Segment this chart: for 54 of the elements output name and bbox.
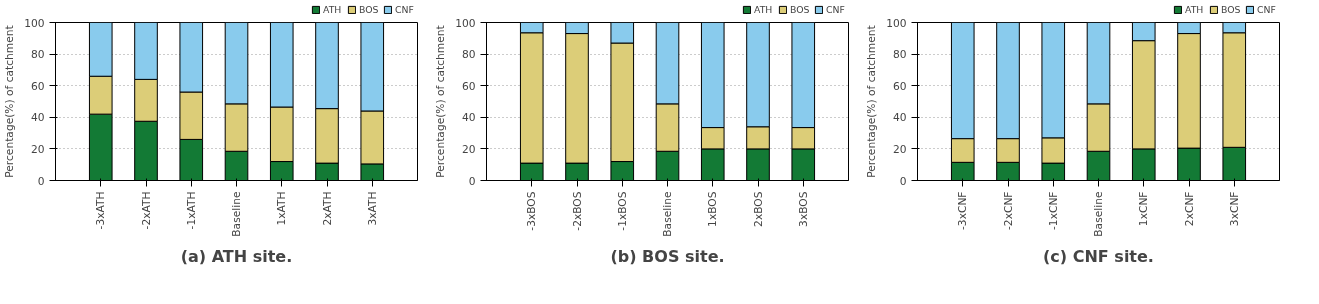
x-tick-label: Baseline: [230, 191, 243, 237]
y-tick-label: 0: [899, 174, 907, 188]
legend-label: ATH: [1185, 4, 1205, 15]
x-tick-label: 1xCNF: [1137, 191, 1151, 227]
x-tick-label: -3xATH: [94, 191, 108, 230]
x-tick-label: Baseline: [661, 191, 674, 237]
legend-label: BOS: [359, 4, 379, 15]
x-tick-label: -3xCNF: [956, 191, 970, 230]
text: (c) CNF site.: [1043, 246, 1154, 266]
x-tick-label: 3xATH: [365, 191, 379, 226]
x-tick-label: -1xCNF: [1046, 191, 1060, 230]
y-tick-label: 60: [461, 79, 476, 93]
y-tick-label: 80: [30, 48, 45, 62]
x-tick-label: 3xCNF: [1227, 191, 1241, 227]
x-tick-label: Baseline: [1092, 191, 1105, 237]
y-tick-label: 100: [24, 16, 45, 30]
x-tick-label: 1xBOS: [706, 191, 720, 227]
x-tick-label: 2xATH: [320, 191, 334, 226]
legend-label: CNF: [1257, 4, 1277, 15]
legend-label: BOS: [790, 4, 810, 15]
y-axis-title: Percentage(%) of catchment: [3, 25, 17, 178]
x-tick-label: 2xBOS: [751, 191, 765, 227]
x-tick-label: 2xCNF: [1182, 191, 1196, 227]
y-tick-label: 60: [30, 79, 45, 93]
y-tick-label: 0: [468, 174, 476, 188]
x-tick-label: -1xATH: [184, 191, 198, 230]
y-axis-title: Percentage(%) of catchment: [865, 25, 879, 178]
text: (a) ATH site.: [180, 246, 293, 266]
x-tick-label: -1xBOS: [615, 191, 629, 231]
x-tick-label: 1xATH: [275, 191, 289, 226]
y-tick-label: 100: [886, 16, 907, 30]
legend-label: BOS: [1221, 4, 1241, 15]
y-tick-label: 60: [892, 79, 907, 93]
legend-label: ATH: [323, 4, 343, 15]
y-tick-label: 0: [37, 174, 45, 188]
y-axis-title: Percentage(%) of catchment: [434, 25, 448, 178]
y-tick-label: 20: [30, 142, 45, 156]
y-tick-label: 20: [461, 142, 476, 156]
y-tick-label: 40: [461, 111, 476, 125]
y-tick-label: 40: [892, 111, 907, 125]
y-tick-label: 100: [455, 16, 476, 30]
y-tick-label: 20: [892, 142, 907, 156]
x-tick-label: 3xBOS: [796, 191, 810, 227]
x-tick-label: -3xBOS: [525, 191, 539, 231]
legend-label: CNF: [826, 4, 846, 15]
text: (b) BOS site.: [610, 246, 725, 266]
y-tick-label: 80: [461, 48, 476, 62]
x-tick-label: -2xCNF: [1001, 191, 1015, 230]
legend-label: ATH: [754, 4, 774, 15]
y-tick-label: 40: [30, 111, 45, 125]
x-tick-label: -2xATH: [139, 191, 153, 230]
y-tick-label: 80: [892, 48, 907, 62]
legend-label: CNF: [395, 4, 415, 15]
x-tick-label: -2xBOS: [570, 191, 584, 231]
